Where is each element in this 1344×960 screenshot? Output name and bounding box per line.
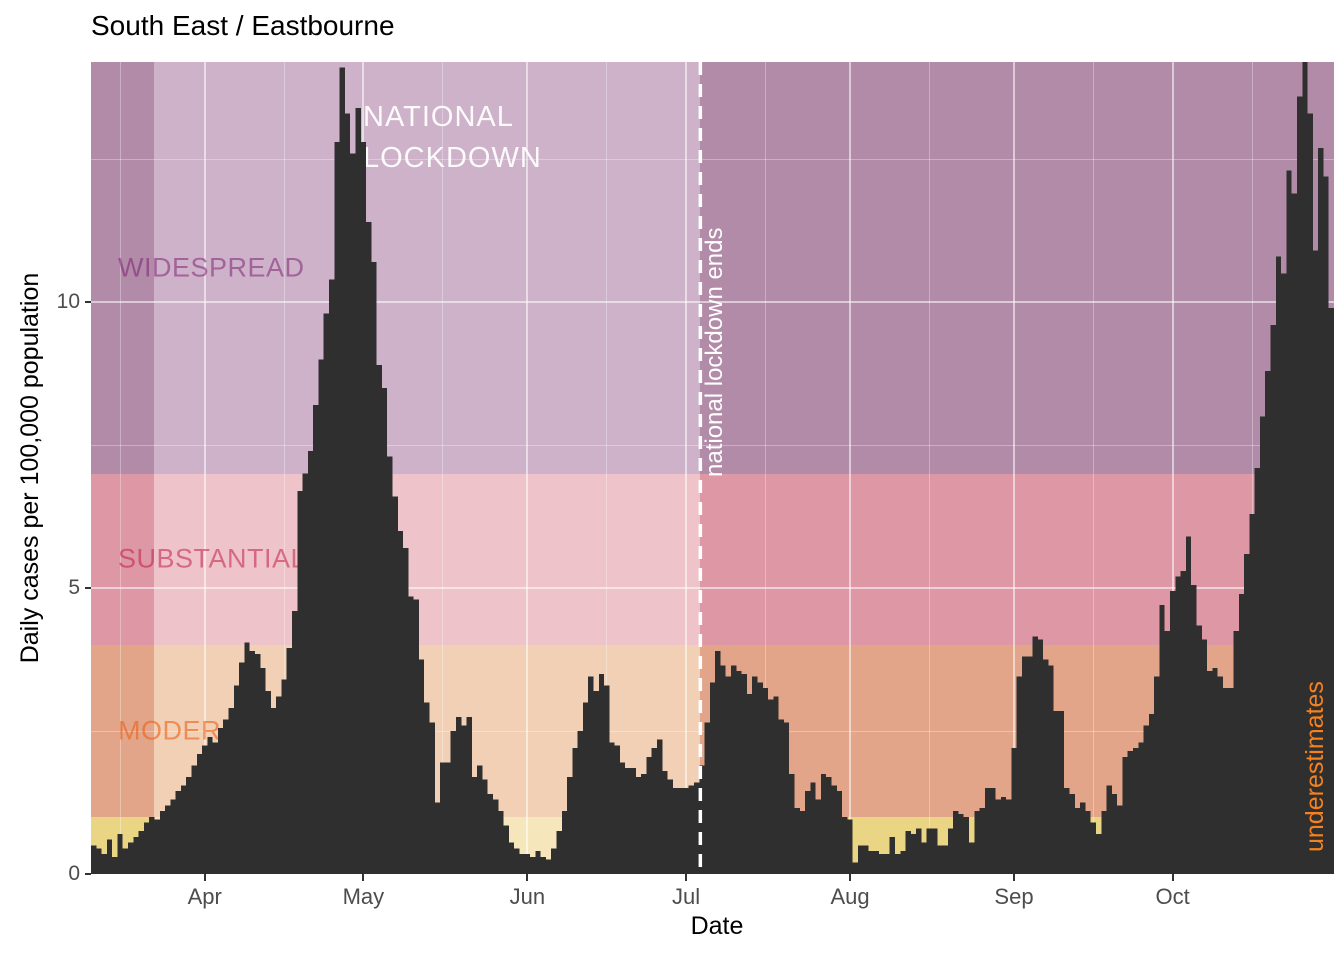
chart-title: South East / Eastbourne: [91, 10, 395, 41]
y-tick-mark: [85, 873, 91, 875]
y-tick-label: 0: [68, 862, 80, 885]
x-tick-mark: [362, 874, 365, 881]
band-label-widespread: WIDESPREAD: [118, 252, 305, 283]
x-tick-label: Sep: [994, 884, 1034, 909]
national-lockdown-annotation: NATIONAL LOCKDOWN: [363, 101, 542, 174]
plot-panel: WIDESPREAD SUBSTANTIAL MODERATE NATIONAL L…: [91, 62, 1344, 874]
x-axis-title: Date: [690, 912, 744, 940]
y-axis-title: Daily cases per 100,000 population: [16, 272, 44, 664]
gridline-y-major: [91, 587, 1334, 590]
gridline-x-minor: [764, 62, 766, 874]
x-tick-mark: [1012, 874, 1015, 881]
y-tick-mark: [85, 301, 91, 304]
gridline-x-major: [1012, 62, 1015, 874]
x-tick-label: Aug: [830, 884, 870, 909]
gridline-x-minor: [1092, 62, 1094, 874]
x-tick-mark: [1171, 874, 1174, 881]
gridline-x-minor: [928, 62, 930, 874]
gridline-x-major: [1171, 62, 1174, 874]
y-tick-label: 10: [56, 290, 80, 314]
x-tick-label: Jun: [509, 884, 546, 909]
x-tick-label: Apr: [187, 884, 222, 909]
risk-band-substantial: [700, 473, 1334, 646]
band-label-substantial: SUBSTANTIAL: [118, 543, 307, 574]
x-tick-mark: [526, 874, 529, 881]
gridline-x-minor: [119, 62, 121, 874]
gridline-x-major: [203, 62, 206, 874]
gridline-y-minor: [91, 158, 1334, 160]
y-tick-mark: [85, 587, 91, 590]
x-tick-mark: [685, 874, 688, 881]
gridline-y-minor: [91, 444, 1334, 446]
x-tick-label: May: [342, 884, 385, 909]
gridline-x-minor: [283, 62, 285, 874]
gridline-x-major: [849, 62, 852, 874]
x-tick-mark: [203, 874, 206, 881]
risk-band-substantial: [91, 473, 155, 646]
gridline-x-minor: [442, 62, 444, 874]
x-tick-label: Jul: [671, 884, 701, 909]
gridline-y-major: [91, 301, 1334, 304]
y-tick-label: 5: [68, 576, 80, 600]
risk-band-widespread: [91, 62, 155, 474]
risk-band-widespread: [700, 62, 1334, 474]
gridline-x-minor: [1251, 62, 1253, 874]
daily-cases-bars: [91, 62, 1334, 874]
underestimates-label: underestimates: [1301, 681, 1329, 852]
gridline-x-minor: [606, 62, 608, 874]
lockdown-end-label: national lockdown ends: [701, 227, 729, 477]
risk-band-substantial: [154, 473, 701, 646]
x-tick-label: Oct: [1155, 884, 1190, 909]
bars-silhouette: [91, 62, 1334, 874]
risk-band-widespread: [154, 62, 701, 474]
x-tick-mark: [849, 874, 852, 881]
gridline-x-major: [526, 62, 529, 874]
gridline-x-major: [685, 62, 688, 874]
risk-band-moderate: [91, 645, 155, 817]
